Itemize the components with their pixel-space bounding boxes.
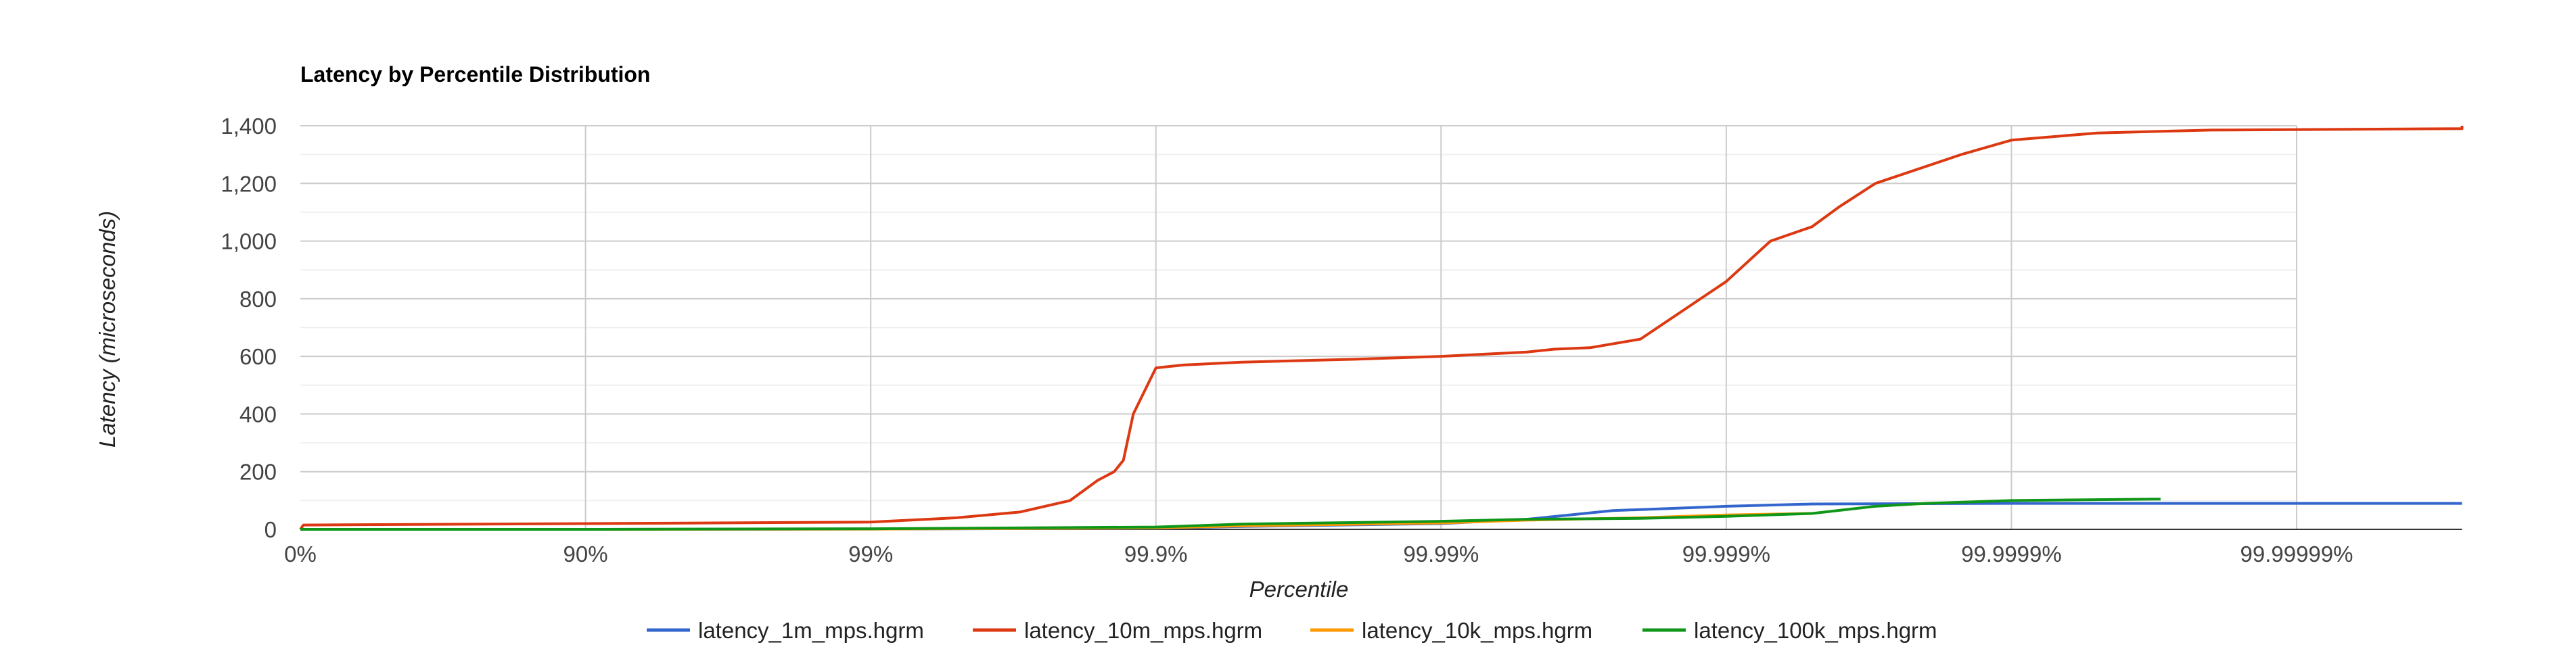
x-tick-label: 99.99999% [2240, 542, 2353, 567]
x-tick-label: 99.9% [1124, 542, 1188, 567]
y-tick-label: 1,000 [221, 229, 277, 254]
chart-title: Latency by Percentile Distribution [300, 62, 650, 87]
y-tick-label: 400 [239, 402, 277, 427]
y-tick-label: 1,200 [221, 171, 277, 196]
y-tick-label: 200 [239, 460, 277, 485]
y-axis-label: Latency (microseconds) [95, 211, 120, 448]
y-tick-label: 800 [239, 287, 277, 312]
x-axis-label: Percentile [1249, 577, 1349, 602]
x-tick-label: 90% [564, 542, 608, 567]
y-tick-label: 0 [264, 517, 277, 542]
legend-label: latency_10k_mps.hgrm [1362, 618, 1592, 643]
series-line-2 [299, 126, 2464, 531]
x-tick-label: 0% [284, 542, 317, 567]
series-line-1 [300, 502, 2462, 531]
y-tick-label: 600 [239, 344, 277, 369]
legend-label: latency_10m_mps.hgrm [1024, 618, 1262, 643]
x-tick-label: 99.9999% [1961, 542, 2062, 567]
x-tick-label: 99.99% [1403, 542, 1479, 567]
x-tick-label: 99% [848, 542, 893, 567]
series-line-4 [300, 498, 2161, 531]
x-tick-label: 99.999% [1682, 542, 1770, 567]
legend-label: latency_1m_mps.hgrm [698, 618, 924, 643]
y-tick-label: 1,400 [221, 114, 277, 139]
legend-label: latency_100k_mps.hgrm [1694, 618, 1937, 643]
